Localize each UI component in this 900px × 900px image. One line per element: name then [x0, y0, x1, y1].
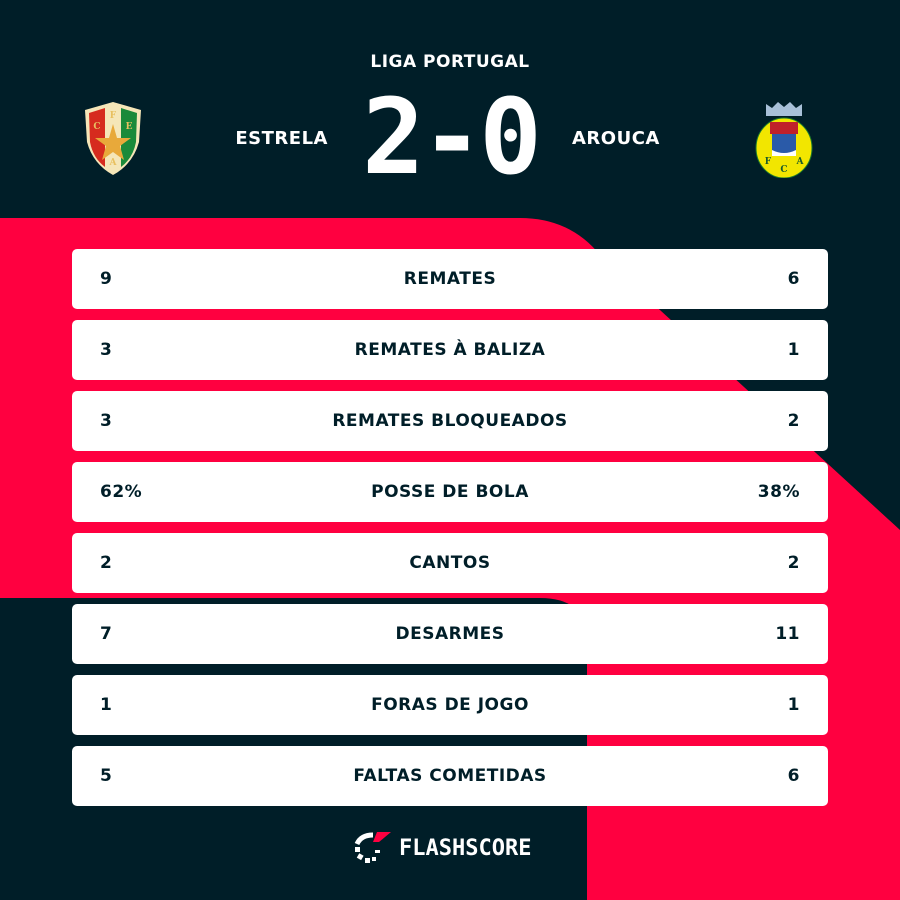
away-value: 2: [787, 411, 800, 431]
stat-row-shots: 9 REMATES 6: [72, 249, 828, 309]
stat-label: FORAS DE JOGO: [371, 695, 529, 715]
estrela-logo: CFEA: [85, 102, 141, 175]
away-value: 2: [787, 553, 800, 573]
away-value: 6: [787, 269, 800, 289]
stats-list: 9 REMATES 6 3 REMATES À BALIZA 1 3 REMATES BL…: [72, 249, 828, 817]
home-value: 7: [100, 624, 113, 644]
flashscore-brand: FLASHSCORE: [353, 832, 531, 864]
stat-label: REMATES À BALIZA: [354, 340, 546, 360]
home-value: 3: [100, 411, 113, 431]
stat-label: POSSE DE BOLA: [371, 482, 529, 502]
away-value: 6: [787, 766, 800, 786]
stat-label: DESARMES: [395, 624, 505, 644]
home-value: 62%: [100, 482, 143, 502]
home-team-name: ESTRELA: [235, 128, 328, 149]
stat-label: REMATES BLOQUEADOS: [332, 411, 568, 431]
home-value: 9: [100, 269, 113, 289]
home-value: 1: [100, 695, 113, 715]
stat-row-possession: 62% POSSE DE BOLA 38%: [72, 462, 828, 522]
stat-row-tackles: 7 DESARMES 11: [72, 604, 828, 664]
brand-name: FLASHSCORE: [399, 835, 532, 861]
league-title: LIGA PORTUGAL: [370, 52, 530, 72]
arouca-logo: FCA: [755, 102, 813, 178]
stat-row-offsides: 1 FORAS DE JOGO 1: [72, 675, 828, 735]
home-value: 3: [100, 340, 113, 360]
score: 2-0: [362, 76, 542, 198]
stat-row-fouls: 5 FALTAS COMETIDAS 6: [72, 746, 828, 806]
flashscore-logo-icon: [354, 832, 391, 863]
stat-label: CANTOS: [409, 553, 491, 573]
away-value: 1: [787, 695, 800, 715]
home-value: 5: [100, 766, 113, 786]
away-value: 11: [775, 624, 800, 644]
stat-row-corners: 2 CANTOS 2: [72, 533, 828, 593]
stat-label: FALTAS COMETIDAS: [353, 766, 547, 786]
away-value: 38%: [757, 482, 800, 502]
away-team-name: AROUCA: [572, 128, 660, 149]
stat-label: REMATES: [403, 269, 497, 289]
home-value: 2: [100, 553, 113, 573]
stat-row-blocked-shots: 3 REMATES BLOQUEADOS 2: [72, 391, 828, 451]
stat-row-shots-on-target: 3 REMATES À BALIZA 1: [72, 320, 828, 380]
away-value: 1: [787, 340, 800, 360]
